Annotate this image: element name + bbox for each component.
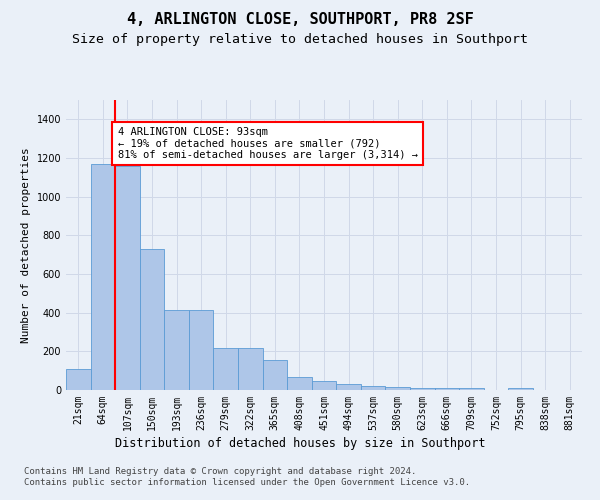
Text: Contains HM Land Registry data © Crown copyright and database right 2024.
Contai: Contains HM Land Registry data © Crown c… <box>24 468 470 487</box>
Bar <box>508 388 533 390</box>
Bar <box>164 310 189 390</box>
Text: 4, ARLINGTON CLOSE, SOUTHPORT, PR8 2SF: 4, ARLINGTON CLOSE, SOUTHPORT, PR8 2SF <box>127 12 473 28</box>
Bar <box>263 360 287 390</box>
Text: Distribution of detached houses by size in Southport: Distribution of detached houses by size … <box>115 438 485 450</box>
Bar <box>434 388 459 390</box>
Bar <box>214 348 238 390</box>
Bar <box>312 380 336 390</box>
Bar <box>140 249 164 390</box>
Bar <box>189 310 214 390</box>
Bar <box>91 164 115 390</box>
Text: 4 ARLINGTON CLOSE: 93sqm
← 19% of detached houses are smaller (792)
81% of semi-: 4 ARLINGTON CLOSE: 93sqm ← 19% of detach… <box>118 127 418 160</box>
Bar <box>336 384 361 390</box>
Bar <box>361 386 385 390</box>
Bar <box>287 378 312 390</box>
Bar <box>66 369 91 390</box>
Bar <box>238 348 263 390</box>
Bar <box>385 387 410 390</box>
Bar <box>115 166 140 390</box>
Text: Size of property relative to detached houses in Southport: Size of property relative to detached ho… <box>72 32 528 46</box>
Bar <box>410 388 434 390</box>
Y-axis label: Number of detached properties: Number of detached properties <box>21 147 31 343</box>
Bar <box>459 388 484 390</box>
